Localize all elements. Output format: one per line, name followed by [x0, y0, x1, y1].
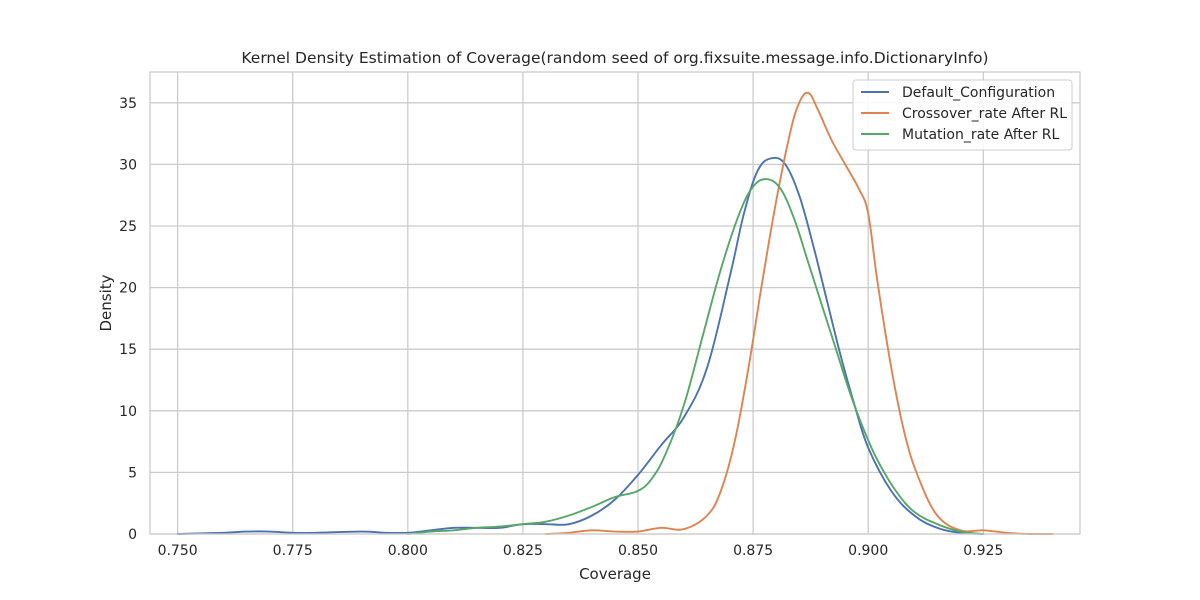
- x-axis-label: Coverage: [579, 565, 651, 583]
- x-tick-label: 0.900: [848, 543, 888, 559]
- series-lines: [176, 91, 1054, 535]
- legend-label-mutation-rate-after-rl: Mutation_rate After RL: [902, 127, 1060, 143]
- y-tick-label: 5: [128, 465, 137, 481]
- y-tick-label: 25: [119, 219, 137, 235]
- chart-title: Kernel Density Estimation of Coverage(ra…: [241, 49, 988, 67]
- x-tick-label: 0.825: [503, 543, 543, 559]
- legend-label-crossover-rate-after-rl: Crossover_rate After RL: [902, 106, 1067, 122]
- x-tick-label: 0.875: [733, 543, 773, 559]
- y-tick-label: 35: [119, 96, 137, 112]
- x-tick-label: 0.800: [388, 543, 428, 559]
- series-line-crossover-rate-after-rl: [544, 91, 1054, 535]
- y-tick-labels: 0 5 10 15 20 25 30 35: [119, 96, 137, 543]
- series-line-default-configuration: [176, 156, 985, 535]
- y-axis-label: Density: [97, 274, 115, 331]
- y-tick-label: 30: [119, 157, 137, 173]
- x-tick-label: 0.775: [273, 543, 313, 559]
- x-tick-label: 0.925: [963, 543, 1003, 559]
- legend-box: [852, 79, 1073, 151]
- plot-frame: [149, 71, 1081, 535]
- legend: Default_Configuration Crossover_rate Afte…: [852, 79, 1073, 151]
- series-line-mutation-rate-after-rl: [406, 178, 985, 535]
- y-tick-label: 0: [128, 527, 137, 543]
- x-tick-label: 0.750: [158, 543, 198, 559]
- legend-label-default-configuration: Default_Configuration: [902, 85, 1055, 101]
- y-tick-label: 10: [119, 404, 137, 420]
- grid-lines: [150, 72, 1080, 535]
- x-tick-labels: 0.750 0.775 0.800 0.825 0.850 0.875 0.900 0.925: [158, 543, 1004, 559]
- x-tick-label: 0.850: [618, 543, 658, 559]
- y-tick-label: 20: [119, 281, 137, 297]
- y-tick-label: 15: [119, 342, 137, 358]
